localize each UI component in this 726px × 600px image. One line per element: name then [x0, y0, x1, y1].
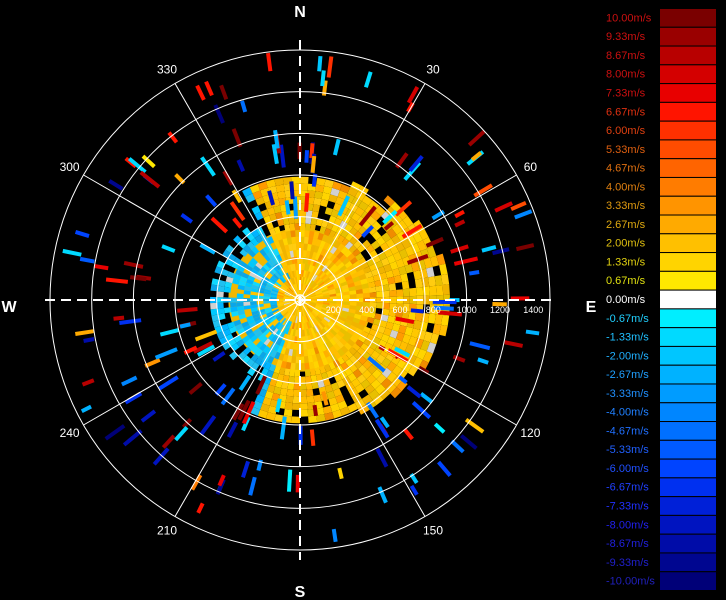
azimuth-label: 330 — [157, 63, 177, 77]
colorbar-label: -1.33m/s — [606, 332, 649, 344]
colorbar-swatch — [660, 365, 716, 384]
colorbar-swatch — [660, 177, 716, 196]
colorbar-label: -8.00m/s — [606, 519, 649, 531]
colorbar-swatch — [660, 215, 716, 234]
colorbar-swatch — [660, 290, 716, 309]
colorbar-swatch — [660, 27, 716, 46]
colorbar-label: -2.67m/s — [606, 369, 649, 381]
azimuth-label: 30 — [426, 63, 440, 77]
colorbar-label: 4.67m/s — [606, 163, 646, 175]
colorbar-swatch — [660, 403, 716, 422]
colorbar-swatch — [660, 440, 716, 459]
range-label: 1400 — [523, 305, 543, 315]
range-label: 200 — [326, 305, 341, 315]
colorbar-swatch — [660, 534, 716, 553]
compass-east: E — [586, 299, 597, 316]
colorbar-swatch — [660, 121, 716, 140]
colorbar-label: -9.33m/s — [606, 557, 649, 569]
range-label: 1200 — [490, 305, 510, 315]
colorbar-swatch — [660, 553, 716, 572]
colorbar-label: -2.00m/s — [606, 350, 649, 362]
velocity-colorbar: 10.00m/s 9.33m/s 8.67m/s 8.00m/s 7.33m/s 6.67… — [604, 8, 718, 590]
colorbar-label: -5.33m/s — [606, 444, 649, 456]
colorbar-swatch — [660, 234, 716, 253]
colorbar-swatch — [660, 9, 716, 27]
colorbar-swatch — [660, 384, 716, 403]
radar-plot: N S E W 30 60 120 150 210 240 300 330 200 400 600 800 10… — [1, 4, 597, 600]
colorbar-swatch — [660, 346, 716, 365]
azimuth-label: 210 — [157, 523, 177, 537]
colorbar-label: -6.67m/s — [606, 482, 649, 494]
compass-south: S — [295, 584, 306, 600]
colorbar-label: 8.67m/s — [606, 50, 646, 62]
colorbar-label: 2.67m/s — [606, 219, 646, 231]
colorbar-swatch — [660, 65, 716, 84]
colorbar-label: 1.33m/s — [606, 256, 646, 268]
colorbar-swatch — [660, 478, 716, 497]
colorbar-swatch — [660, 459, 716, 478]
colorbar-label: -0.67m/s — [606, 313, 649, 325]
colorbar-swatch — [660, 422, 716, 440]
colorbar-label: 7.33m/s — [606, 87, 646, 99]
colorbar-label: -4.67m/s — [606, 425, 649, 437]
colorbar-label: -3.33m/s — [606, 388, 649, 400]
colorbar-swatch — [660, 253, 716, 271]
colorbar-swatch — [660, 159, 716, 177]
colorbar-swatch — [660, 84, 716, 102]
colorbar-label: -8.67m/s — [606, 538, 649, 550]
colorbar-swatch — [660, 271, 716, 290]
colorbar-swatch — [660, 572, 716, 590]
colorbar-label: -10.00m/s — [606, 576, 655, 588]
colorbar-label: 9.33m/s — [606, 31, 646, 43]
colorbar-label: 10.00m/s — [606, 12, 652, 24]
colorbar-label: -6.00m/s — [606, 463, 649, 475]
colorbar-label: 0.67m/s — [606, 275, 646, 287]
colorbar-label: 2.00m/s — [606, 238, 646, 250]
compass-west: W — [1, 299, 17, 316]
colorbar-label: -7.33m/s — [606, 501, 649, 513]
azimuth-label: 120 — [520, 426, 540, 440]
azimuth-label: 60 — [524, 160, 538, 174]
range-label: 400 — [359, 305, 374, 315]
colorbar-swatch — [660, 140, 716, 159]
azimuth-label: 150 — [423, 523, 443, 537]
range-label: 1000 — [457, 305, 477, 315]
compass-north: N — [294, 4, 306, 21]
colorbar-swatch — [660, 46, 716, 65]
colorbar-label: -4.00m/s — [606, 407, 649, 419]
azimuth-label: 300 — [60, 160, 80, 174]
colorbar-label: 3.33m/s — [606, 200, 646, 212]
colorbar-swatch — [660, 196, 716, 215]
azimuth-label: 240 — [60, 426, 80, 440]
colorbar-label: 0.00m/s — [606, 294, 646, 306]
axis-labels: N S E W 30 60 120 150 210 240 300 330 200 400 600 800 10… — [1, 4, 596, 600]
colorbar-swatch — [660, 102, 716, 121]
colorbar-label: 4.00m/s — [606, 181, 646, 193]
colorbar-swatch — [660, 328, 716, 346]
velocity-echoes — [62, 52, 540, 543]
colorbar-swatch — [660, 497, 716, 515]
colorbar-label: 5.33m/s — [606, 144, 646, 156]
colorbar-swatch — [660, 515, 716, 534]
polar-grid — [45, 40, 555, 560]
colorbar-label: 6.67m/s — [606, 106, 646, 118]
range-label: 600 — [392, 305, 407, 315]
range-label: 800 — [426, 305, 441, 315]
colorbar-swatch — [660, 309, 716, 328]
colorbar-label: 8.00m/s — [606, 69, 646, 81]
colorbar-label: 6.00m/s — [606, 125, 646, 137]
